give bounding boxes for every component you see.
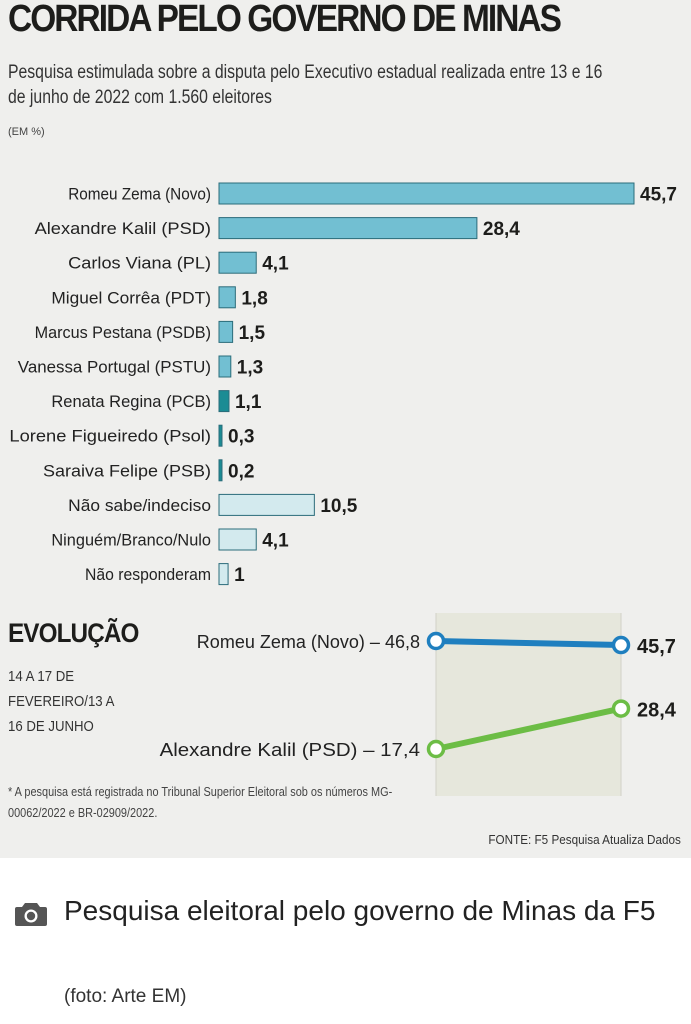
bar: [218, 390, 230, 413]
bar: [218, 355, 232, 378]
bar-value-label: 45,7: [640, 185, 677, 206]
bar-category-label: Marcus Pestana (PSDB): [35, 323, 211, 342]
bar-category-label: Ninguém/Branco/Nulo: [51, 531, 211, 550]
bar-category-label: Carlos Viana (PL): [68, 254, 211, 273]
bar: [218, 493, 315, 516]
bar-category-label: Vanessa Portugal (PSTU): [18, 358, 211, 377]
bar-chart: Romeu Zema (Novo) 45,7 Alexandre Kalil (PS…: [9, 182, 677, 586]
source-note: FONTE: F5 Pesquisa Atualiza Dados: [488, 832, 681, 847]
series-start-point: [426, 739, 446, 759]
bar-value-label: 4,1: [262, 531, 289, 552]
bar-category-label: Renata Regina (PCB): [51, 392, 211, 411]
evolution-title: EVOLUÇÃO: [8, 618, 139, 648]
bar-value-label: 1,3: [237, 358, 263, 379]
photo-credit: (foto: Arte EM): [64, 986, 187, 1007]
infographic: CORRIDA PELO GOVERNO DE MINAS Pesquisa e…: [0, 0, 691, 858]
bar: [218, 459, 223, 482]
bar: [218, 563, 229, 586]
chart-subtitle: Pesquisa estimulada sobre a disputa pelo…: [8, 62, 603, 108]
bar: [218, 320, 234, 343]
bar: [218, 424, 223, 447]
series-start-label: Romeu Zema (Novo) – 46,8: [197, 632, 420, 652]
bar-category-label: Saraiva Felipe (PSB): [43, 461, 211, 480]
bar-value-label: 10,5: [320, 496, 357, 517]
bar-value-label: 4,1: [262, 254, 289, 275]
camera-icon: [15, 903, 47, 926]
bar-value-label: 28,4: [483, 219, 520, 240]
evolution-period: 14 A 17 DE FEVEREIRO/13 A 16 DE JUNHO: [8, 668, 115, 735]
series-line: [435, 638, 622, 649]
chart-title: CORRIDA PELO GOVERNO DE MINAS: [8, 0, 562, 40]
bar-value-label: 1: [234, 565, 245, 586]
bar: [218, 182, 635, 205]
bar-category-label: Alexandre Kalil (PSD): [35, 219, 211, 238]
bar-category-label: Lorene Figueiredo (Psol): [9, 427, 211, 446]
bar: [218, 251, 257, 274]
bar: [218, 217, 478, 240]
bar-value-label: 1,8: [241, 288, 267, 309]
caption-text: Pesquisa eleitoral pelo governo de Minas…: [64, 895, 656, 926]
series-end-label: 28,4: [637, 700, 677, 722]
series-end-point: [611, 699, 631, 718]
bar: [218, 528, 257, 551]
bar-category-label: Não responderam: [85, 565, 211, 584]
bar: [218, 286, 236, 309]
series-start-label: Alexandre Kalil (PSD) – 17,4: [160, 740, 420, 760]
bar-category-label: Miguel Corrêa (PDT): [51, 288, 211, 307]
evolution-line-chart: Romeu Zema (Novo) – 46,8 45,7 Alexandre Ka…: [160, 613, 677, 796]
bar-value-label: 0,2: [228, 461, 254, 482]
series-end-label: 45,7: [637, 636, 676, 658]
bar-category-label: Romeu Zema (Novo): [68, 185, 211, 204]
footnote: * A pesquisa está registrada no Tribunal…: [8, 784, 393, 820]
bar-category-label: Não sabe/indeciso: [68, 496, 211, 515]
series-start-point: [426, 631, 446, 651]
unit-label: (EM %): [8, 126, 45, 138]
bar-value-label: 0,3: [228, 427, 254, 448]
series-end-point: [611, 635, 631, 655]
bar-value-label: 1,5: [239, 323, 266, 344]
series-line: [435, 705, 622, 752]
bar-value-label: 1,1: [235, 392, 262, 413]
